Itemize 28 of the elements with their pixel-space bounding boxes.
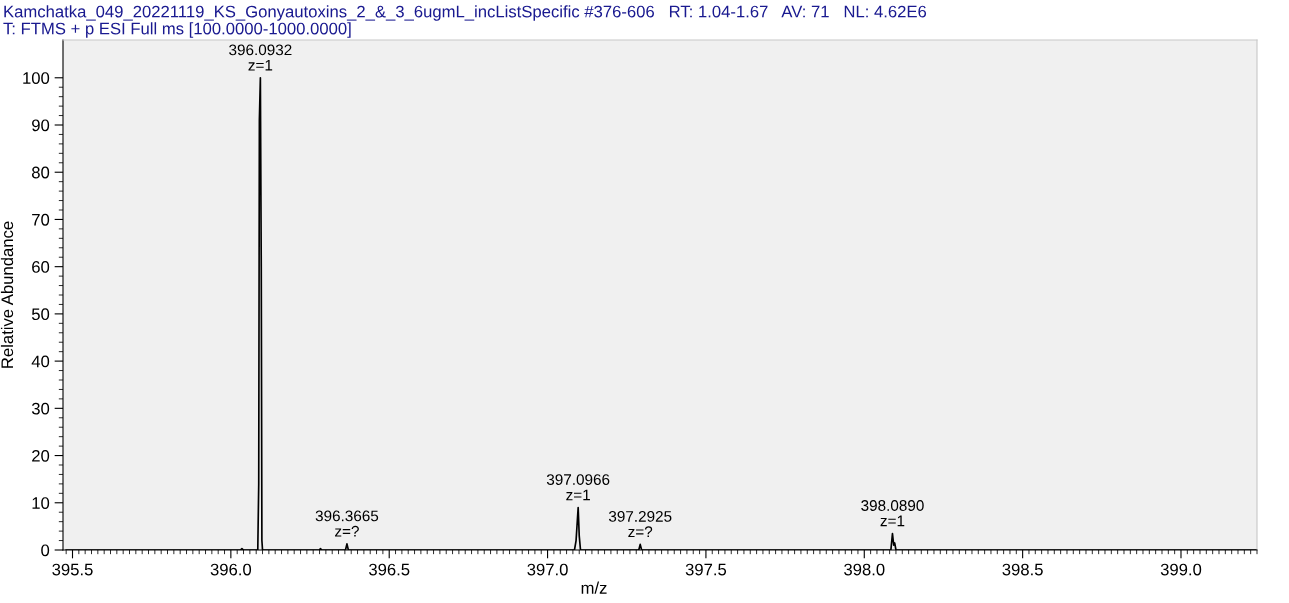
- y-tick-label: 10: [32, 497, 50, 509]
- y-tick-label: 100: [23, 72, 50, 84]
- annotation: 397.0966 z=1: [546, 474, 610, 501]
- y-tick-label: 40: [31, 355, 50, 368]
- y-tick-label: 80: [31, 166, 50, 179]
- x-tick-label: 398.5: [1002, 563, 1043, 576]
- y-tick-label: 30: [31, 402, 50, 415]
- y-tick-label: 0: [41, 544, 50, 557]
- chart-subtitle: T: FTMS + p ESI Full ms [100.0000-1000.0000]: [3, 22, 351, 38]
- y-tick-label: 70: [32, 213, 50, 226]
- y-tick-label: 20: [32, 449, 50, 462]
- y-axis-title: Relative Abundance: [0, 221, 14, 368]
- x-tick-label: 399.0: [1160, 563, 1202, 576]
- x-tick-label: 398.0: [844, 563, 885, 576]
- x-tick-label: 396.5: [369, 563, 410, 576]
- y-tick-label: 90: [32, 119, 50, 132]
- annotation: 398.0890 z=1: [861, 500, 924, 527]
- x-tick-label: 397.5: [685, 563, 727, 576]
- annotation: 397.2925 z=?: [608, 510, 672, 537]
- x-tick-label: 395.5: [52, 563, 93, 576]
- y-tick-label: 50: [31, 308, 50, 321]
- annotation: 396.0932 z=1: [229, 44, 292, 71]
- chart-title: Kamchatka_049_20221119_KS_Gonyautoxins_2_&_3_6ugmL_incListSpecific #376-606 RT: 1.04-1.67 AV: 71 NL: 4.62E6: [4, 5, 927, 21]
- x-tick-label: 396.0: [210, 563, 252, 576]
- x-axis-title: m/z: [581, 581, 607, 594]
- annotation: 396.3665 z=?: [315, 510, 379, 537]
- x-tick-label: 397.0: [527, 563, 568, 576]
- y-tick-label: 60: [32, 261, 50, 273]
